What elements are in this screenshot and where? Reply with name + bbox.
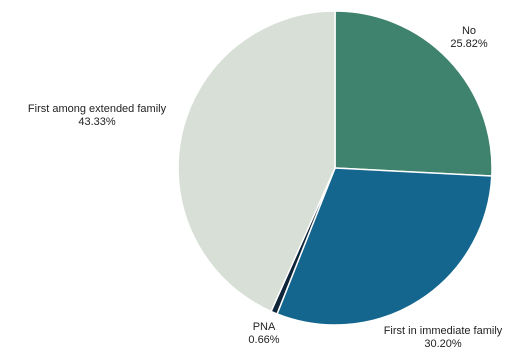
slice-label: First in immediate family [384,325,503,337]
slice-value-label: 30.20% [424,338,462,350]
slice-value-label: 25.82% [450,38,488,50]
slice-label: First among extended family [28,103,167,115]
pie-slice-first-among-extended-family [177,10,336,313]
slice-label: No [462,25,476,37]
pie-slice-first-in-immediate-family [276,167,493,326]
slice-value-label: 0.66% [248,334,279,346]
slice-value-label: 43.33% [78,116,116,128]
pie-slice-no [334,10,493,177]
slice-label: PNA [253,321,276,333]
